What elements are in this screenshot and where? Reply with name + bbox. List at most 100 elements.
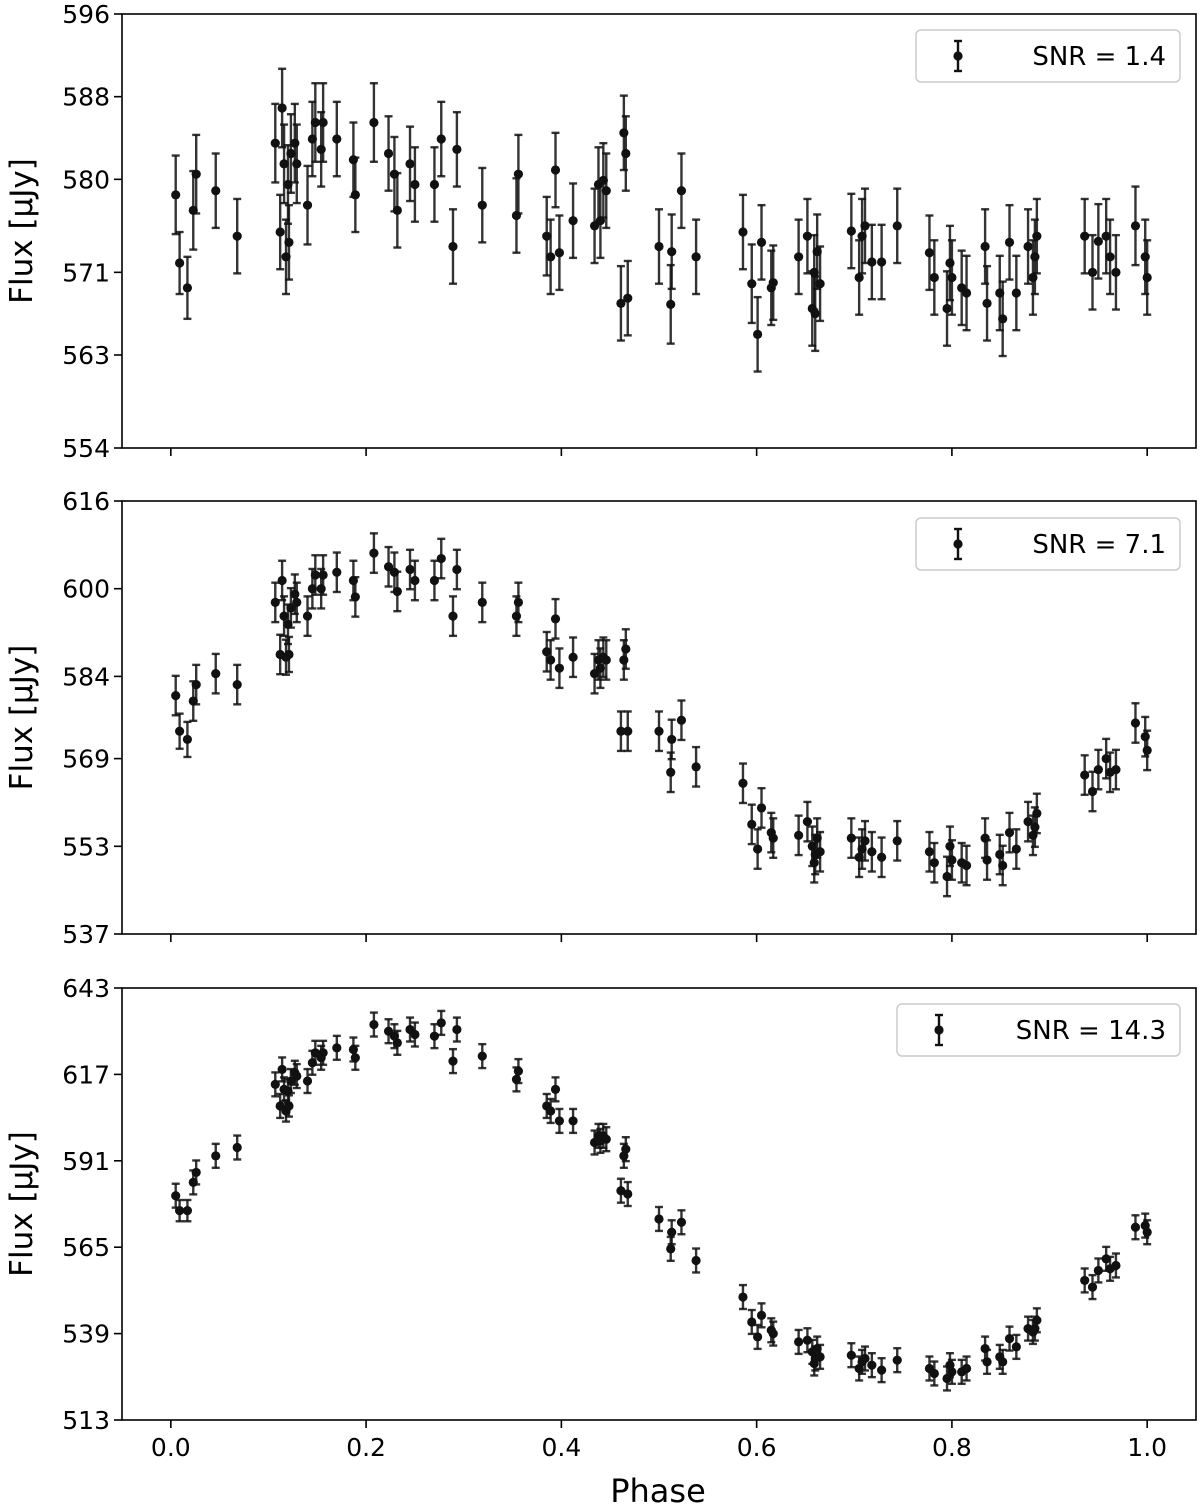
marker	[998, 314, 1008, 324]
marker	[270, 138, 280, 148]
data-point	[554, 1107, 565, 1135]
marker	[310, 117, 320, 128]
data-series	[171, 67, 1152, 373]
data-point	[191, 133, 201, 215]
data-point	[1142, 729, 1152, 772]
marker	[1093, 236, 1103, 246]
marker	[942, 303, 952, 314]
legend-label: SNR = 7.1	[1032, 530, 1166, 560]
data-point	[429, 146, 440, 223]
data-point	[554, 214, 565, 292]
data-point	[1087, 1273, 1098, 1301]
data-point	[982, 264, 992, 342]
marker	[802, 1335, 813, 1345]
data-point	[436, 1009, 446, 1037]
marker	[429, 1031, 440, 1041]
data-point	[616, 710, 626, 753]
data-point	[369, 82, 379, 163]
marker	[554, 663, 565, 673]
data-point	[392, 171, 402, 249]
marker	[892, 1355, 902, 1365]
x-ticks: 0.0 0.2 0.4 0.6 0.8 1.0	[151, 1420, 1167, 1462]
y-tick-label: 616	[62, 487, 110, 516]
axes-frame	[121, 500, 1197, 935]
data-point	[1032, 792, 1042, 835]
marker	[554, 248, 565, 258]
marker	[666, 1244, 676, 1254]
marker	[383, 148, 394, 159]
data-point	[383, 545, 394, 588]
data-point	[1080, 1267, 1090, 1294]
marker	[1004, 1333, 1015, 1344]
legend-marker	[953, 51, 963, 61]
marker	[1140, 732, 1150, 742]
data-point	[601, 1126, 611, 1153]
marker	[477, 200, 487, 210]
data-point	[691, 745, 701, 788]
data-point	[171, 154, 181, 236]
data-point	[171, 674, 181, 717]
y-tick-label: 569	[62, 745, 110, 774]
axes-frame	[121, 13, 1197, 449]
marker	[270, 597, 280, 607]
data-point	[667, 1219, 677, 1246]
marker	[738, 778, 748, 788]
marker	[756, 803, 767, 813]
data-point	[182, 255, 193, 321]
data-point	[318, 82, 328, 163]
data-point	[877, 1356, 887, 1384]
marker	[1101, 754, 1111, 764]
y-axis-label: Flux [μJy]	[4, 1131, 40, 1277]
data-point	[568, 182, 578, 260]
marker	[277, 575, 287, 586]
data-point	[405, 1016, 415, 1043]
data-point	[275, 193, 285, 271]
marker	[947, 272, 957, 283]
panel-2: 537 553 569 584 600 616 Flux [μJy] SNR = 7.1	[4, 487, 1197, 949]
legend: SNR = 1.4	[915, 29, 1181, 83]
data-point	[1004, 203, 1015, 281]
marker	[1105, 252, 1115, 262]
marker	[601, 655, 611, 665]
marker	[332, 567, 342, 577]
marker	[877, 1365, 887, 1375]
data-point	[998, 844, 1008, 887]
marker	[511, 611, 522, 621]
data-point	[654, 710, 664, 753]
marker	[1093, 1265, 1103, 1276]
marker	[794, 252, 804, 262]
data-point	[318, 554, 328, 596]
marker	[945, 258, 955, 268]
y-tick-label: 565	[62, 1233, 110, 1262]
data-point	[1130, 702, 1141, 744]
marker	[982, 298, 992, 308]
marker	[191, 169, 201, 179]
data-point	[392, 1029, 402, 1056]
marker	[410, 179, 420, 190]
x-ticks	[170, 448, 1148, 456]
data-point	[436, 100, 446, 178]
marker	[448, 1056, 458, 1066]
data-point	[1130, 1214, 1141, 1241]
marker	[947, 1367, 957, 1377]
marker	[277, 103, 287, 113]
data-point	[1093, 748, 1103, 791]
marker	[369, 548, 379, 558]
marker	[1030, 252, 1040, 262]
marker	[616, 726, 626, 736]
marker	[191, 680, 201, 690]
data-point	[867, 223, 877, 301]
data-point	[691, 218, 701, 296]
data-point	[1111, 748, 1121, 791]
marker	[619, 128, 629, 138]
y-ticks: 554 563 571 580 588 596	[62, 0, 122, 463]
data-point	[815, 1343, 825, 1371]
data-point	[1023, 208, 1033, 285]
marker	[232, 680, 242, 690]
data-point	[1023, 800, 1033, 843]
data-point	[815, 245, 825, 323]
data-point	[350, 1044, 360, 1071]
data-point	[768, 817, 778, 860]
data-point	[542, 195, 552, 277]
legend-marker	[953, 539, 963, 549]
